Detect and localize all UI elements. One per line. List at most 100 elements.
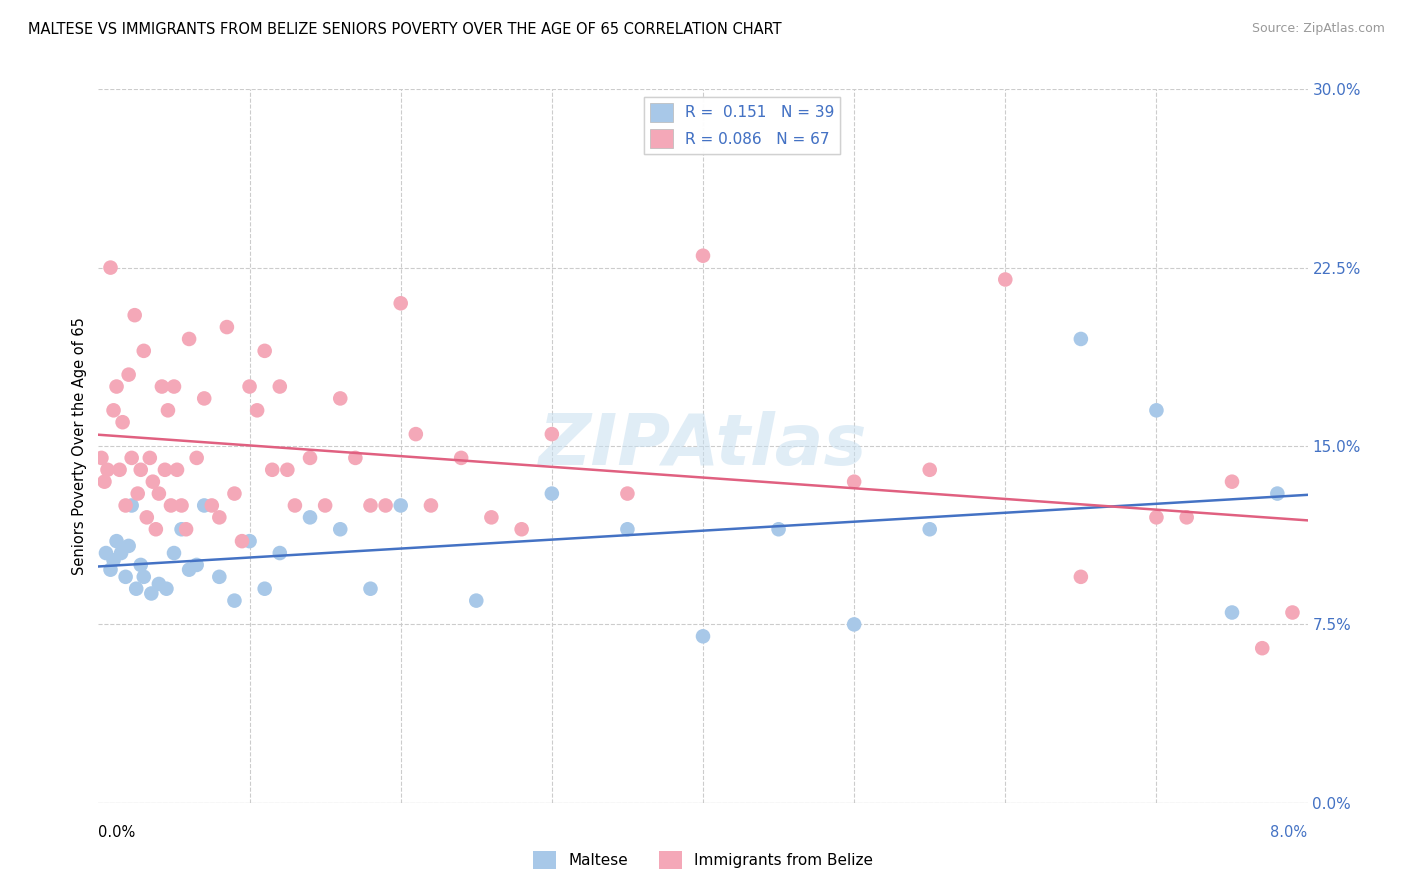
Point [239, 379, 262, 393]
Point [329, 522, 352, 536]
Point [114, 570, 136, 584]
Point [918, 463, 941, 477]
Point [262, 463, 284, 477]
Point [141, 586, 163, 600]
Point [93, 475, 115, 489]
Point [114, 499, 136, 513]
Point [148, 577, 170, 591]
Point [121, 499, 143, 513]
Point [96, 463, 118, 477]
Point [121, 450, 143, 465]
Point [1175, 510, 1198, 524]
Point [156, 403, 179, 417]
Point [208, 510, 231, 524]
Point [105, 379, 128, 393]
Point [111, 415, 134, 429]
Point [1220, 475, 1243, 489]
Point [174, 522, 197, 536]
Point [129, 558, 152, 572]
Point [269, 379, 291, 393]
Point [541, 427, 564, 442]
Point [1220, 606, 1243, 620]
Point [1251, 641, 1274, 656]
Point [127, 486, 149, 500]
Point [1281, 606, 1303, 620]
Point [844, 617, 866, 632]
Point [1070, 570, 1092, 584]
Point [179, 563, 201, 577]
Point [253, 582, 276, 596]
Point [1146, 510, 1168, 524]
Point [844, 475, 866, 489]
Point [145, 522, 167, 536]
Point [276, 463, 298, 477]
Legend: Maltese, Immigrants from Belize: Maltese, Immigrants from Belize [527, 845, 879, 875]
Point [201, 499, 224, 513]
Point [465, 593, 488, 607]
Point [299, 510, 322, 524]
Point [100, 260, 122, 275]
Point [692, 249, 714, 263]
Point [269, 546, 291, 560]
Point [160, 499, 183, 513]
Point [193, 499, 215, 513]
Point [616, 522, 638, 536]
Point [186, 558, 208, 572]
Point [510, 522, 533, 536]
Text: 0.0%: 0.0% [98, 825, 135, 840]
Point [215, 320, 238, 334]
Point [118, 539, 141, 553]
Point [239, 534, 262, 549]
Point [224, 593, 246, 607]
Text: Source: ZipAtlas.com: Source: ZipAtlas.com [1251, 22, 1385, 36]
Point [155, 582, 177, 596]
Point [231, 534, 253, 549]
Point [253, 343, 276, 358]
Point [299, 450, 322, 465]
Point [692, 629, 714, 643]
Point [179, 332, 201, 346]
Point [132, 570, 155, 584]
Point [405, 427, 427, 442]
Point [344, 450, 367, 465]
Point [208, 570, 231, 584]
Point [481, 510, 503, 524]
Point [125, 582, 148, 596]
Point [142, 475, 165, 489]
Point [148, 486, 170, 500]
Point [1070, 332, 1092, 346]
Point [768, 522, 790, 536]
Point [110, 546, 132, 560]
Text: MALTESE VS IMMIGRANTS FROM BELIZE SENIORS POVERTY OVER THE AGE OF 65 CORRELATION: MALTESE VS IMMIGRANTS FROM BELIZE SENIOR… [28, 22, 782, 37]
Point [541, 486, 564, 500]
Point [1267, 486, 1289, 500]
Point [360, 499, 382, 513]
Point [108, 463, 131, 477]
Point [186, 450, 208, 465]
Point [166, 463, 188, 477]
Point [105, 534, 128, 549]
Point [994, 272, 1017, 286]
Point [129, 463, 152, 477]
Point [374, 499, 396, 513]
Point [360, 582, 382, 596]
Point [450, 450, 472, 465]
Point [163, 379, 186, 393]
Text: ZIPAtlas: ZIPAtlas [538, 411, 868, 481]
Point [135, 510, 157, 524]
Point [224, 486, 246, 500]
Point [163, 546, 186, 560]
Point [103, 403, 125, 417]
Point [246, 403, 269, 417]
Point [124, 308, 146, 322]
Point [118, 368, 141, 382]
Text: 8.0%: 8.0% [1271, 825, 1308, 840]
Point [132, 343, 155, 358]
Point [389, 296, 412, 310]
Point [389, 499, 412, 513]
Point [284, 499, 307, 513]
Point [170, 522, 193, 536]
Point [153, 463, 176, 477]
Point [139, 450, 162, 465]
Point [90, 450, 112, 465]
